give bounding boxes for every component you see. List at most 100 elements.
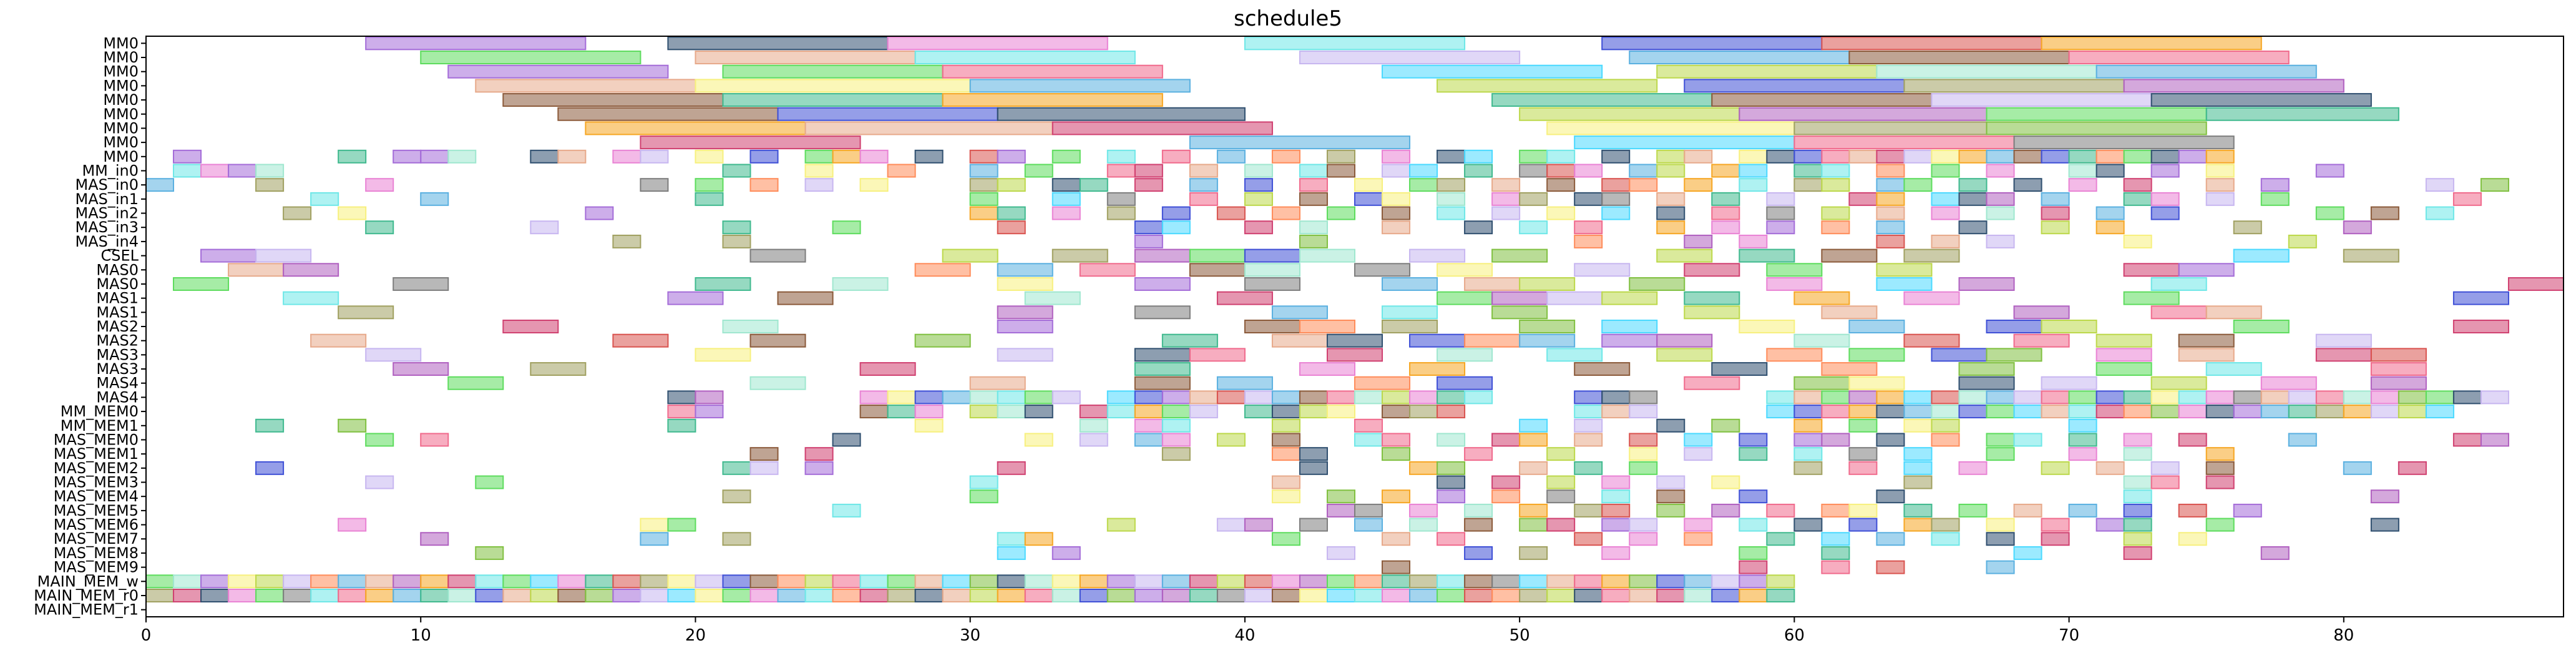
task-bar [1876, 263, 1933, 277]
task-bar [1546, 149, 1576, 164]
task-bar [1903, 461, 1933, 475]
task-bar [228, 263, 285, 277]
task-bar [1244, 574, 1273, 589]
task-bar [2315, 164, 2344, 178]
task-bar [1161, 206, 1191, 220]
task-bar [2041, 149, 2070, 164]
task-bar [749, 333, 806, 348]
task-bar [1134, 390, 1163, 405]
task-bar [969, 588, 998, 602]
task-bar [2205, 149, 2235, 164]
task-bar [502, 588, 532, 602]
task-bar [1876, 277, 1933, 291]
task-bar [2233, 503, 2262, 518]
task-bar [722, 234, 751, 248]
task-bar [338, 418, 367, 433]
y-tick-label: MAIN_MEM_r0 [34, 587, 139, 604]
task-bar [1271, 418, 1300, 433]
task-bar [859, 405, 889, 419]
task-bar [1437, 149, 1466, 164]
task-bar [2398, 461, 2427, 475]
task-bar [1161, 418, 1191, 433]
task-bar [2205, 305, 2262, 320]
task-bar [365, 433, 394, 447]
y-tick-label: MAS_in3 [75, 219, 139, 236]
task-bar [1161, 447, 1191, 461]
task-bar [887, 588, 916, 602]
task-bar [997, 546, 1026, 560]
task-bar [338, 574, 367, 589]
task-bar [1161, 405, 1191, 419]
task-bar [2260, 192, 2290, 206]
task-bar [447, 574, 477, 589]
task-bar [1024, 405, 1053, 419]
task-bar [2452, 320, 2509, 333]
task-bar [310, 588, 339, 602]
task-bar [1079, 433, 1108, 447]
task-bar [1629, 51, 1850, 65]
task-bar [310, 192, 339, 206]
task-bar [1876, 390, 1905, 405]
task-bar [447, 376, 504, 390]
task-bar [1821, 503, 1850, 518]
task-bar [2123, 433, 2152, 447]
task-bar [1299, 390, 1328, 405]
task-bar [667, 574, 696, 589]
task-bar [1409, 390, 1438, 405]
task-bar [2013, 178, 2042, 192]
task-bar [1106, 390, 1136, 405]
task-bar [1601, 291, 1658, 305]
task-bar [1354, 263, 1411, 277]
task-bar [1519, 220, 1548, 235]
task-bar [1437, 433, 1466, 447]
task-bar [942, 588, 971, 602]
task-bar [749, 248, 806, 263]
task-bar [1793, 405, 1823, 419]
task-bar [1821, 164, 1850, 178]
task-bar [2343, 390, 2372, 405]
task-bar [1574, 461, 1603, 475]
task-bar [1409, 518, 1438, 532]
task-bar [255, 178, 285, 192]
task-bar [667, 588, 696, 602]
y-tick-label: MM_in0 [82, 162, 139, 179]
y-tick-label: MAS_in4 [75, 233, 139, 250]
task-bar [2095, 518, 2125, 532]
task-bar [1711, 574, 1740, 589]
task-bar [2205, 475, 2235, 489]
task-bar [1382, 405, 1411, 419]
task-bar [1326, 333, 1383, 348]
task-bar [420, 433, 449, 447]
task-bar [1601, 36, 1823, 51]
task-bar [2150, 405, 2180, 419]
task-bar [1189, 135, 1411, 150]
task-bar [1766, 348, 1823, 362]
task-bar [2370, 362, 2427, 376]
task-bar [1271, 475, 1300, 489]
task-bar [640, 518, 669, 532]
task-bar [969, 178, 998, 192]
task-bar [1079, 418, 1108, 433]
task-bar [1079, 263, 1136, 277]
task-bar [2452, 192, 2482, 206]
task-bar [1656, 64, 1878, 79]
task-bar [585, 121, 806, 135]
task-bar [1931, 93, 2152, 107]
task-bar [1244, 36, 1466, 51]
task-bar [1931, 390, 1960, 405]
task-bar [2260, 390, 2290, 405]
task-bar [200, 588, 230, 602]
task-bar [475, 588, 504, 602]
task-bar [1299, 461, 1328, 475]
task-bar [1271, 532, 1300, 546]
task-bar [1464, 588, 1493, 602]
task-bar [1354, 390, 1383, 405]
task-bar [2123, 489, 2152, 504]
y-tick-label: MAIN_MEM_r1 [34, 601, 139, 619]
task-bar [1437, 489, 1466, 504]
task-bar [2013, 390, 2042, 405]
task-bar [1382, 574, 1411, 589]
task-bar [365, 574, 394, 589]
task-bar [2123, 503, 2152, 518]
